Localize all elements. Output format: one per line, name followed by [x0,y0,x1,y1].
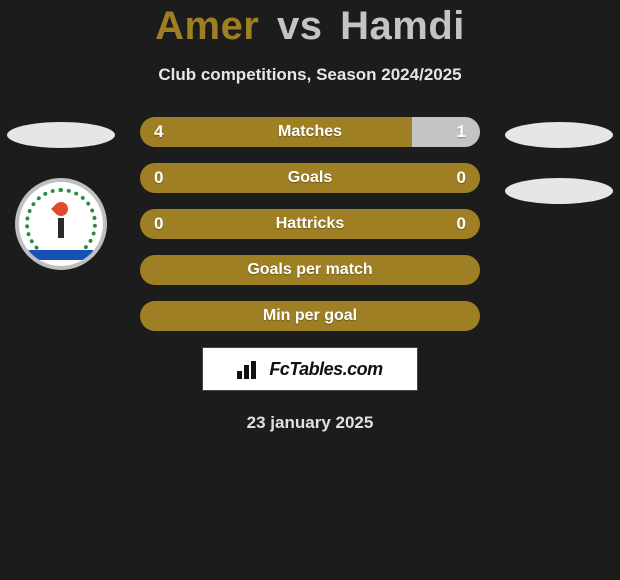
arrow-icon [235,361,261,362]
bar-value-right: 0 [457,168,466,188]
bar-value-right: 1 [457,122,466,142]
ribbon-icon [27,250,94,260]
player-placeholder-oval [505,122,613,148]
bar-label: Goals [288,169,332,187]
club-logo [15,178,107,270]
player-placeholder-oval [7,122,115,148]
vs-text: vs [277,4,323,48]
brand-text: FcTables.com [269,359,382,380]
torch-icon [50,202,72,242]
date-text: 23 january 2025 [0,413,620,433]
player1-name: Amer [155,4,259,48]
bar-label: Min per goal [263,307,357,325]
bar-label: Matches [278,123,342,141]
page-title: Amer vs Hamdi [0,4,620,49]
bar-value-left: 0 [154,214,163,234]
comparison-bars: 4 1 Matches 0 0 Goals 0 0 Hattricks Goals per mat… [140,117,480,331]
club-placeholder-oval [505,178,613,204]
bar-fill-left [140,117,412,147]
bar-chart-icon [237,359,263,379]
bar-value-left: 4 [154,122,163,142]
brand-box: FcTables.com [202,347,418,391]
stat-bar: Goals per match [140,255,480,285]
stat-bar: 0 0 Goals [140,163,480,193]
subtitle: Club competitions, Season 2024/2025 [0,65,620,85]
player2-name: Hamdi [340,4,465,48]
stat-bar: 4 1 Matches [140,117,480,147]
stat-bar: 0 0 Hattricks [140,209,480,239]
bar-label: Goals per match [247,261,372,279]
bar-value-left: 0 [154,168,163,188]
right-badge-column [504,122,614,234]
bar-value-right: 0 [457,214,466,234]
bar-fill-right [412,117,480,147]
bar-label: Hattricks [276,215,344,233]
left-badge-column [6,122,116,270]
stat-bar: Min per goal [140,301,480,331]
